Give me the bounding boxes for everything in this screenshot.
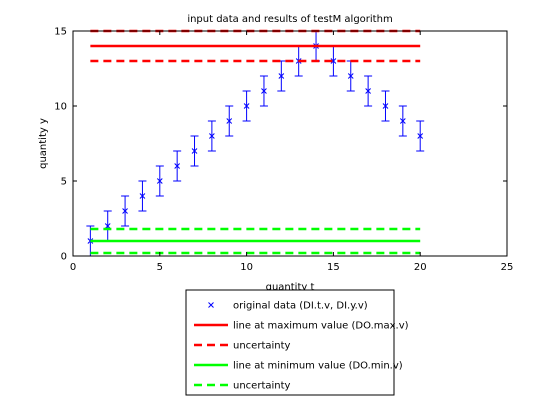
x-axis-label: quantity t bbox=[266, 282, 315, 293]
x-tick-label-2: 10 bbox=[240, 262, 253, 273]
plot-area bbox=[73, 31, 507, 256]
data-point-8 bbox=[226, 118, 233, 124]
y-tick-label-2: 10 bbox=[54, 102, 67, 113]
legend-label-2: uncertainty bbox=[233, 341, 291, 352]
legend-label-1: line at maximum value (DO.max.v) bbox=[233, 321, 409, 332]
data-point-17 bbox=[382, 103, 389, 109]
data-point-19 bbox=[417, 133, 424, 139]
plot-frame bbox=[72, 30, 508, 257]
legend: original data (DI.t.v, DI.y.v) line at ma… bbox=[185, 289, 409, 396]
data-point-4 bbox=[156, 178, 163, 184]
x-tick-label-5: 25 bbox=[501, 262, 514, 273]
data-point-11 bbox=[278, 73, 285, 79]
x-tick-label-3: 15 bbox=[327, 262, 340, 273]
data-point-6 bbox=[191, 148, 198, 154]
x-tick-label-1: 5 bbox=[157, 262, 163, 273]
legend-items: original data (DI.t.v, DI.y.v) line at ma… bbox=[194, 301, 409, 392]
chart-title: input data and results of testM algorith… bbox=[187, 14, 392, 25]
data-point-1 bbox=[104, 223, 111, 229]
y-axis-label: quantity y bbox=[38, 118, 49, 169]
y-axis-ticks: 0 5 10 15 bbox=[54, 27, 507, 263]
data-point-15 bbox=[347, 73, 354, 79]
data-point-3 bbox=[139, 193, 146, 199]
legend-marker-0 bbox=[208, 302, 214, 308]
y-tick-label-0: 0 bbox=[61, 252, 67, 263]
x-tick-label-0: 0 bbox=[70, 262, 76, 273]
y-tick-label-1: 5 bbox=[61, 177, 67, 188]
x-tick-label-4: 20 bbox=[414, 262, 427, 273]
y-tick-label-3: 15 bbox=[54, 27, 67, 38]
legend-label-0: original data (DI.t.v, DI.y.v) bbox=[233, 301, 368, 312]
legend-box bbox=[185, 289, 395, 396]
data-point-18 bbox=[399, 118, 406, 124]
data-point-10 bbox=[261, 88, 267, 94]
data-point-14 bbox=[330, 58, 337, 64]
x-axis-ticks: 0 5 10 15 20 25 bbox=[70, 31, 514, 273]
data-point-5 bbox=[174, 163, 181, 169]
legend-label-4: uncertainty bbox=[233, 381, 291, 392]
legend-label-3: line at minimum value (DO.min.v) bbox=[233, 361, 403, 372]
data-point-9 bbox=[243, 103, 250, 109]
data-point-16 bbox=[365, 88, 371, 94]
data-point-7 bbox=[209, 133, 215, 139]
data-point-2 bbox=[122, 208, 128, 214]
